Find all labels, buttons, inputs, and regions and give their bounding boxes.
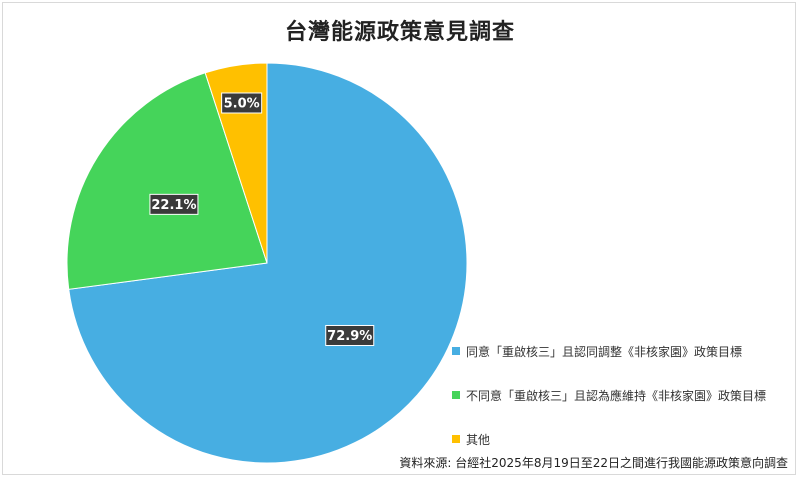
legend-swatch-agree <box>452 347 460 355</box>
legend-label-disagree: 不同意「重啟核三」且認為應維持《非核家園》政策目標 <box>466 388 767 403</box>
pie-slice-disagree <box>66 72 268 290</box>
legend-swatch-other <box>452 435 460 443</box>
data-label-other: 5.0% <box>221 92 263 114</box>
data-label-disagree-text: 22.1% <box>151 198 196 213</box>
data-label-agree: 72.9% <box>325 324 375 346</box>
legend-item-disagree: 不同意「重啟核三」且認為應維持《非核家園》政策目標 <box>452 385 797 405</box>
data-label-other-text: 5.0% <box>224 96 260 111</box>
source-note: 資料來源: 台經社2025年8月19日至22日之間進行我國能源政策意向調查 <box>399 456 788 470</box>
legend-swatch-disagree <box>452 391 460 399</box>
pie-slice-agree <box>68 62 468 464</box>
data-label-disagree: 22.1% <box>149 193 199 215</box>
legend-item-agree: 同意「重啟核三」且認同調整《非核家園》政策目標 <box>452 341 797 361</box>
chart-title: 台灣能源政策意見調查 <box>284 20 515 45</box>
data-label-agree-text: 72.9% <box>327 329 372 344</box>
legend-item-other: 其他 <box>452 429 797 449</box>
chart-legend: 同意「重啟核三」且認同調整《非核家園》政策目標 不同意「重啟核三」且認為應維持《… <box>452 341 797 473</box>
legend-label-other: 其他 <box>466 432 491 447</box>
legend-label-agree: 同意「重啟核三」且認同調整《非核家園》政策目標 <box>466 344 743 359</box>
